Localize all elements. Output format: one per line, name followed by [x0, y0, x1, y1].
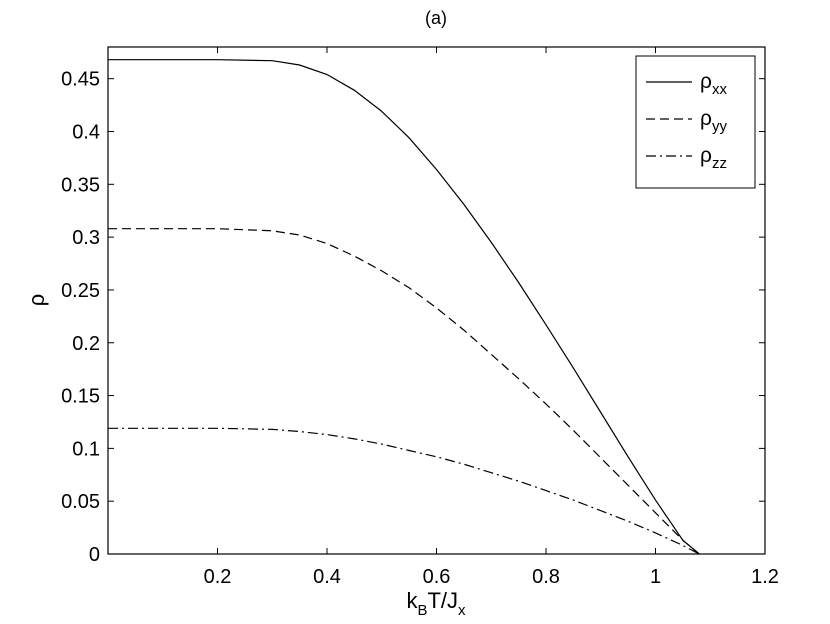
x-axis-label-main: k — [406, 588, 418, 613]
y-tick-label: 0.1 — [72, 438, 100, 460]
y-tick-label: 0.35 — [61, 174, 100, 196]
y-tick-label: 0.25 — [61, 280, 100, 302]
x-tick-label: 1.2 — [751, 566, 779, 588]
y-tick-label: 0.2 — [72, 333, 100, 355]
y-tick-label: 0.15 — [61, 386, 100, 408]
x-axis: 0.2 0.4 0.6 0.8 1 1.2 — [204, 47, 779, 588]
x-axis-label: kBT/Jx — [406, 588, 466, 619]
x-tick-label: 0.6 — [423, 566, 451, 588]
y-tick-label: 0.05 — [61, 491, 100, 513]
x-tick-label: 0.2 — [204, 566, 232, 588]
x-axis-label-mid: T/J — [427, 588, 458, 613]
y-axis-label: ρ — [24, 294, 49, 307]
legend-label-zz: ρzz — [700, 144, 727, 172]
y-tick-label: 0.45 — [61, 69, 100, 91]
series-lines — [108, 59, 700, 555]
legend: ρxx ρyy ρzz — [635, 55, 756, 189]
y-tick-label: 0.3 — [72, 227, 100, 249]
chart-title: (a) — [425, 8, 447, 28]
legend-label-yy: ρyy — [700, 107, 727, 135]
legend-box — [635, 55, 756, 189]
x-tick-label: 0.4 — [313, 566, 341, 588]
y-axis: 0 0.05 0.1 0.15 0.2 0.25 0.3 0.35 0.4 0.45 — [61, 69, 765, 566]
x-axis-label-sub2: x — [458, 602, 466, 619]
series-line-zz — [108, 427, 700, 555]
y-tick-label: 0 — [89, 544, 100, 566]
x-tick-label: 1 — [650, 566, 661, 588]
series-line-yy — [108, 228, 700, 555]
y-tick-label: 0.4 — [72, 122, 100, 144]
legend-label-xx: ρxx — [700, 70, 727, 98]
series-line-xx — [108, 59, 700, 555]
x-axis-label-sub1: B — [417, 602, 427, 619]
x-tick-label: 0.8 — [532, 566, 560, 588]
